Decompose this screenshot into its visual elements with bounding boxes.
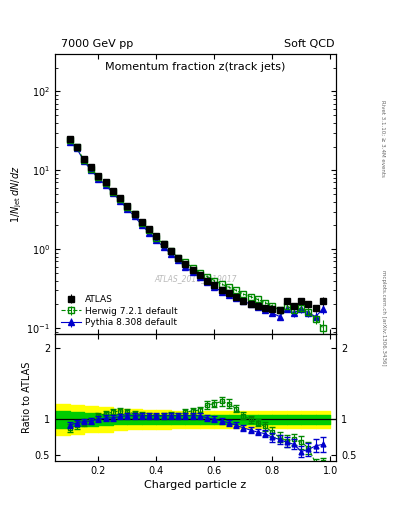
Text: 7000 GeV pp: 7000 GeV pp — [61, 38, 133, 49]
Text: Soft QCD: Soft QCD — [284, 38, 334, 49]
Y-axis label: $1/N_\mathregular{jet}\,dN/dz$: $1/N_\mathregular{jet}\,dN/dz$ — [9, 165, 24, 223]
Y-axis label: Ratio to ATLAS: Ratio to ATLAS — [22, 361, 32, 433]
Text: Rivet 3.1.10; ≥ 3.4M events: Rivet 3.1.10; ≥ 3.4M events — [381, 100, 386, 177]
Text: Momentum fraction z(track jets): Momentum fraction z(track jets) — [105, 62, 286, 72]
Text: mcplots.cern.ch [arXiv:1306.3436]: mcplots.cern.ch [arXiv:1306.3436] — [381, 270, 386, 365]
Legend: ATLAS, Herwig 7.2.1 default, Pythia 8.308 default: ATLAS, Herwig 7.2.1 default, Pythia 8.30… — [59, 293, 179, 329]
Text: ATLAS_2011_I919017: ATLAS_2011_I919017 — [154, 274, 237, 283]
X-axis label: Charged particle z: Charged particle z — [144, 480, 247, 490]
